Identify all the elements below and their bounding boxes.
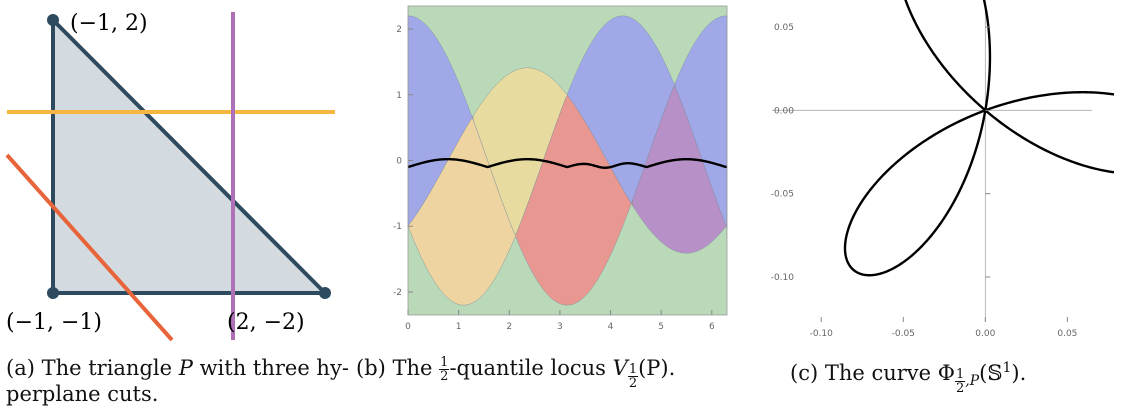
vertex-label-bottom-left: (−1, −1) — [6, 310, 102, 335]
c-y-tick-label-0: 0.05 — [774, 23, 794, 33]
c-x-tick-label-1: -0.05 — [892, 329, 915, 339]
vertex-bottom-right-dot — [319, 287, 331, 299]
y-tick-label-4: -2 — [393, 288, 402, 298]
c-y-tick-label-3: -0.10 — [771, 273, 795, 283]
c-y-tick-label-1: 0.00 — [774, 106, 794, 116]
curve-chart: -0.10 -0.05 0.00 0.05 0.05 0.00 -0.05 -0.10 — [771, 0, 1114, 339]
caption-a: (a) The triangle P with three hy- perpla… — [6, 356, 349, 406]
triangle-p — [51, 18, 327, 295]
x-tick-label-0: 0 — [405, 322, 411, 332]
x-tick-label-6: 6 — [709, 322, 715, 332]
x-tick-label-2: 2 — [506, 322, 512, 332]
caption-b: (b) The 1 2 -quantile locus V 1 2 (P). — [356, 355, 676, 391]
c-x-tick-label-0: -0.10 — [810, 329, 834, 339]
x-tick-label-5: 5 — [658, 322, 664, 332]
c-y-tick-label-2: -0.05 — [771, 190, 794, 200]
panel-b: 0 1 2 3 4 5 6 2 1 0 -1 -2 — [372, 0, 734, 345]
y-tick-label-0: 2 — [396, 25, 402, 35]
caption-c: (c) The curve Φ 1 2 ,P(𝕊1). — [790, 360, 1027, 396]
x-tick-label-4: 4 — [608, 322, 614, 332]
x-tick-label-1: 1 — [456, 322, 462, 332]
quantile-locus-line — [407, 157, 728, 169]
diagonal-cut-line — [5, 153, 174, 342]
c-x-tick-label-3: 0.05 — [1057, 329, 1077, 339]
vertex-label-bottom-right: (2, −2) — [227, 310, 305, 335]
phi-curve — [843, 0, 1114, 277]
vertex-top-dot — [47, 14, 59, 26]
y-tick-label-3: -1 — [393, 222, 402, 232]
vertex-label-top: (−1, 2) — [70, 11, 148, 36]
y-tick-label-2: 0 — [396, 157, 402, 167]
x-tick-label-3: 3 — [557, 322, 563, 332]
panel-c: -0.10 -0.05 0.00 0.05 0.05 0.00 -0.05 -0.10 — [752, 0, 1114, 345]
panel-a: (−1, 2) (−1, −1) (2, −2) — [0, 0, 345, 345]
vertex-bottom-left-dot — [47, 287, 59, 299]
triangle-figure: (−1, 2) (−1, −1) (2, −2) — [5, 11, 335, 342]
quantile-locus-chart: 0 1 2 3 4 5 6 2 1 0 -1 -2 — [393, 5, 728, 332]
c-x-tick-label-2: 0.00 — [975, 329, 995, 339]
y-tick-label-1: 1 — [396, 91, 402, 101]
